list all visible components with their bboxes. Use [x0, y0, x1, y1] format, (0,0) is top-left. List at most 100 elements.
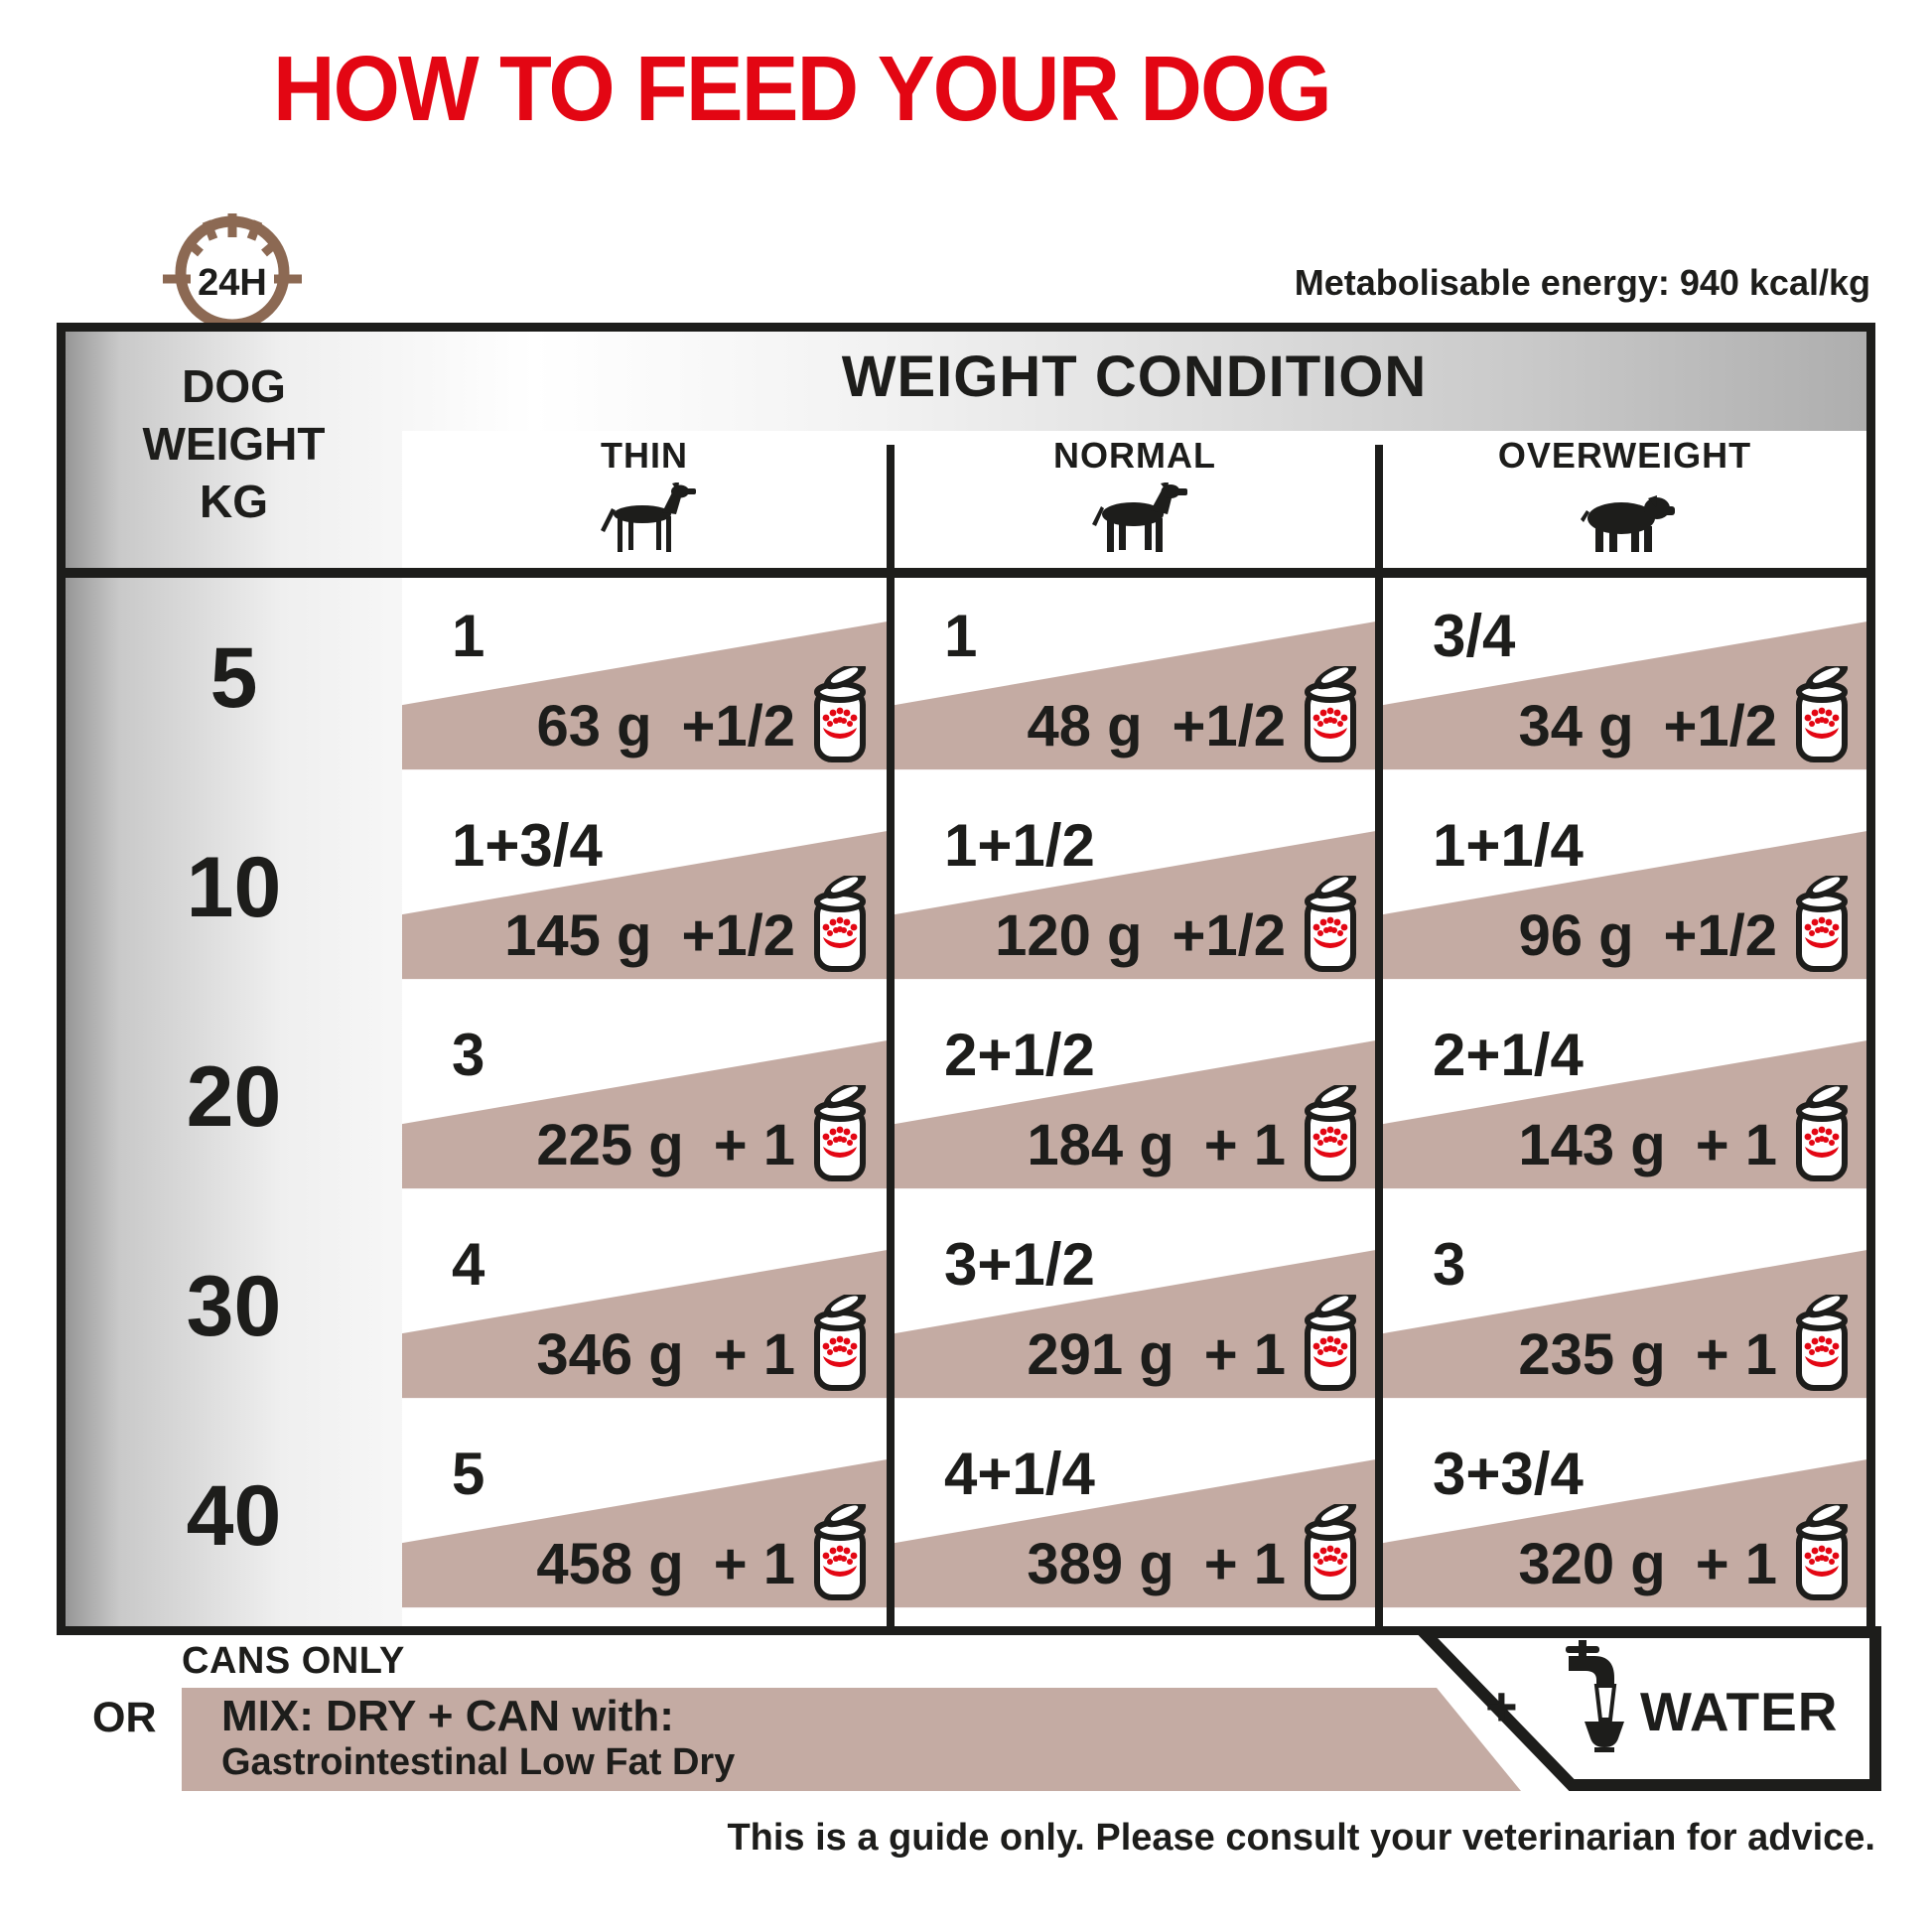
mix-amount: 48 g +1/2: [895, 678, 1361, 773]
mix-amount: 120 g +1/2: [895, 888, 1361, 983]
plus-water-sign: +: [1485, 1675, 1518, 1737]
dog-weight-line3: KG: [200, 476, 268, 527]
overweight-dog-icon: [1580, 495, 1675, 552]
plus-cans: +1/2: [1663, 902, 1778, 968]
mix-band: MIX: DRY + CAN with: Gastrointestinal Lo…: [182, 1688, 1521, 1791]
can-icon: [1791, 1295, 1853, 1394]
mix-amount: 143 g + 1: [1383, 1097, 1853, 1192]
weight-condition-header: WEIGHT CONDITION: [841, 345, 1428, 409]
dry-grams: 291 g: [1027, 1321, 1174, 1387]
water-label: WATER: [1640, 1681, 1839, 1742]
dry-grams: 346 g: [536, 1321, 684, 1387]
or-label: OR: [92, 1694, 157, 1741]
can-icon: [1300, 1504, 1361, 1603]
table-row: 5 1 1 3/4 63 g +1/2 48 g +1/2 34 g +1/2: [66, 578, 1866, 787]
table-body-background: [402, 431, 1866, 1626]
mix-amount: 346 g + 1: [402, 1307, 871, 1402]
weight-value: 20: [186, 1049, 282, 1145]
mix-amount: 291 g + 1: [895, 1307, 1361, 1402]
mix-amount: 63 g +1/2: [402, 678, 871, 773]
column-divider-2: [1375, 445, 1383, 1626]
cans-only-label: CANS ONLY: [182, 1640, 405, 1682]
normal-label: NORMAL: [1053, 435, 1216, 476]
water-callout-box: [1409, 1626, 1881, 1791]
weight-value: 5: [209, 630, 258, 726]
cans-only-amount: 3: [452, 1022, 485, 1088]
mix-amount: 458 g + 1: [402, 1516, 871, 1611]
dry-grams: 120 g: [995, 902, 1143, 968]
overweight-label: OVERWEIGHT: [1497, 435, 1752, 476]
cans-only-amount: 2+1/2: [944, 1022, 1095, 1088]
can-icon: [809, 1085, 871, 1184]
can-icon: [809, 1295, 871, 1394]
dog-weight-line2: WEIGHT: [142, 418, 326, 470]
can-icon: [1300, 666, 1361, 765]
column-header-overweight: OVERWEIGHT: [1383, 435, 1866, 561]
plus-cans: +1/2: [681, 693, 796, 759]
plus-cans: + 1: [1203, 1321, 1286, 1387]
mix-amount: 320 g + 1: [1383, 1516, 1853, 1611]
plus-cans: +1/2: [1663, 693, 1778, 759]
plus-cans: + 1: [713, 1112, 795, 1177]
cans-only-amount: 4+1/4: [944, 1441, 1095, 1507]
plus-cans: + 1: [1695, 1531, 1777, 1596]
cans-only-amount: 2+1/4: [1433, 1022, 1584, 1088]
dry-grams: 458 g: [536, 1531, 684, 1596]
cans-only-amount: 5: [452, 1441, 485, 1507]
plus-cans: +1/2: [681, 902, 796, 968]
cans-only-amount: 1+1/4: [1433, 812, 1584, 879]
cans-only-amount: 3+3/4: [1433, 1441, 1584, 1507]
dry-grams: 63 g: [536, 693, 652, 759]
24h-clock-icon: 24H: [163, 213, 302, 331]
table-row: 30 4 3+1/2 3 346 g + 1 291 g + 1 235 g + 1: [66, 1206, 1866, 1416]
table-row: 20 3 2+1/2 2+1/4 225 g + 1 184 g + 1 143 g…: [66, 997, 1866, 1206]
column-header-thin: THIN: [402, 435, 887, 561]
plus-cans: + 1: [1695, 1321, 1777, 1387]
mix-amount: 184 g + 1: [895, 1097, 1361, 1192]
plus-cans: +1/2: [1172, 902, 1287, 968]
dry-grams: 184 g: [1027, 1112, 1174, 1177]
weight-value: 10: [186, 840, 282, 935]
cans-only-amount: 1+1/2: [944, 812, 1095, 879]
table-row: 10 1+3/4 1+1/2 1+1/4 145 g +1/2 120 g +1/2…: [66, 787, 1866, 997]
plus-cans: + 1: [1695, 1112, 1777, 1177]
mix-amount: 96 g +1/2: [1383, 888, 1853, 983]
mix-amount: 145 g +1/2: [402, 888, 871, 983]
cans-only-amount: 1: [452, 603, 485, 669]
cans-only-amount: 3+1/2: [944, 1231, 1095, 1298]
column-header-normal: NORMAL: [895, 435, 1375, 561]
plus-cans: + 1: [1203, 1531, 1286, 1596]
plus-cans: + 1: [713, 1321, 795, 1387]
water-tap-icon: [1564, 1640, 1626, 1754]
dry-grams: 96 g: [1518, 902, 1634, 968]
dry-grams: 34 g: [1518, 693, 1634, 759]
can-icon: [1791, 1085, 1853, 1184]
energy-note: Metabolisable energy: 940 kcal/kg: [1294, 262, 1870, 303]
dry-grams: 145 g: [504, 902, 652, 968]
table-row: 40 5 4+1/4 3+3/4 458 g + 1 389 g + 1 320 g…: [66, 1416, 1866, 1625]
cans-only-amount: 1: [944, 603, 978, 669]
plus-cans: + 1: [713, 1531, 795, 1596]
dry-grams: 225 g: [536, 1112, 684, 1177]
24h-label: 24H: [198, 262, 267, 304]
cans-only-amount: 1+3/4: [452, 812, 603, 879]
dog-weight-kg-header: DOG WEIGHT KG: [66, 357, 402, 530]
mix-amount: 389 g + 1: [895, 1516, 1361, 1611]
plus-cans: + 1: [1203, 1112, 1286, 1177]
dog-weight-line1: DOG: [182, 360, 286, 412]
can-icon: [1791, 666, 1853, 765]
weight-value: 30: [186, 1259, 282, 1354]
header-divider-rule: [66, 568, 1866, 578]
can-icon: [809, 1504, 871, 1603]
column-divider-1: [887, 445, 895, 1626]
mix-amount: 235 g + 1: [1383, 1307, 1853, 1402]
can-icon: [1791, 876, 1853, 975]
disclaimer-text: This is a guide only. Please consult you…: [727, 1817, 1875, 1859]
can-icon: [809, 876, 871, 975]
feeding-table: WEIGHT CONDITION DOG WEIGHT KG THIN NORM…: [57, 323, 1875, 1635]
thin-label: THIN: [601, 435, 688, 476]
weight-value: 40: [186, 1468, 282, 1564]
mix-amount: 34 g +1/2: [1383, 678, 1853, 773]
dry-grams: 48 g: [1027, 693, 1143, 759]
